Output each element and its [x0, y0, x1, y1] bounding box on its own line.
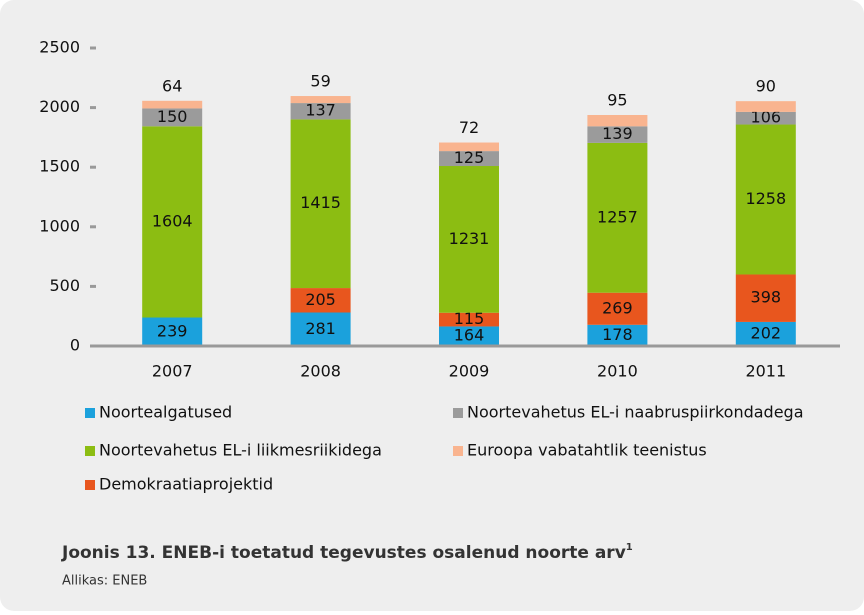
bar-segment — [142, 100, 203, 109]
y-tick-label: 500 — [49, 276, 80, 295]
x-tick-label: 2007 — [152, 362, 193, 381]
bar-segment — [735, 274, 796, 322]
bar-segment — [290, 119, 351, 289]
value-label: 281 — [305, 319, 336, 338]
legend-label: Noortealgatused — [99, 403, 232, 422]
x-tick-label: 2009 — [449, 362, 490, 381]
bar-segment — [587, 126, 648, 143]
value-label: 202 — [751, 323, 782, 342]
value-label: 269 — [602, 298, 633, 317]
bar-segment — [290, 96, 351, 104]
bar-segment — [142, 108, 203, 127]
legend-swatch — [85, 446, 95, 456]
value-label: 95 — [607, 90, 627, 109]
value-label: 205 — [305, 290, 336, 309]
bar-segment — [142, 126, 203, 318]
legend-swatch — [85, 480, 95, 490]
y-tick-label: 0 — [70, 336, 80, 355]
caption-text: Joonis 13. ENEB-i toetatud tegevustes os… — [61, 543, 626, 563]
legend-label: Demokraatiaprojektid — [99, 475, 273, 494]
value-label: 1257 — [597, 207, 638, 226]
value-label: 1231 — [449, 229, 490, 248]
value-label: 1258 — [745, 189, 786, 208]
bar-segment — [290, 288, 351, 313]
legend-swatch — [453, 446, 463, 456]
bar-segment — [439, 326, 499, 346]
caption-note: 1 — [626, 542, 633, 553]
value-label: 178 — [602, 325, 633, 344]
value-label: 239 — [157, 321, 188, 340]
y-tick-label: 2500 — [39, 38, 80, 57]
bar-segment — [587, 142, 648, 293]
caption: Joonis 13. ENEB-i toetatud tegevustes os… — [61, 542, 633, 563]
value-label: 72 — [459, 118, 479, 137]
value-label: 1415 — [300, 193, 341, 212]
bar-segment — [290, 103, 351, 120]
value-label: 106 — [751, 108, 782, 127]
x-tick-label: 2011 — [745, 362, 786, 381]
bar-segment — [142, 317, 203, 346]
bar-segment — [587, 324, 648, 346]
legend-label: Noortevahetus EL-i naabruspiirkondadega — [467, 403, 804, 422]
bar-segment — [439, 151, 499, 167]
value-label: 125 — [454, 148, 485, 167]
value-label: 398 — [751, 288, 782, 307]
legend-label: Noortevahetus EL-i liikmesriikidega — [99, 441, 382, 460]
bar-segment — [587, 292, 648, 325]
bar-segment — [439, 312, 499, 327]
value-label: 115 — [454, 309, 485, 328]
legend-swatch — [85, 408, 95, 418]
bar-segment — [735, 111, 796, 125]
bar-segment — [735, 124, 796, 275]
value-label: 59 — [310, 72, 330, 91]
x-tick-label: 2008 — [300, 362, 341, 381]
y-tick-label: 2000 — [39, 97, 80, 116]
value-label: 137 — [305, 101, 336, 120]
bar-segment — [735, 321, 796, 346]
y-tick-label: 1500 — [39, 157, 80, 176]
value-label: 139 — [602, 124, 633, 143]
bar-segment — [735, 101, 796, 112]
bar-segment — [439, 142, 499, 152]
x-tick-label: 2010 — [597, 362, 638, 381]
value-label: 164 — [454, 326, 485, 345]
source: Allikas: ENEB — [62, 574, 147, 589]
value-label: 64 — [162, 76, 182, 95]
bar-segment — [439, 166, 499, 313]
legend-swatch — [453, 408, 463, 418]
value-label: 150 — [157, 107, 188, 126]
bar-segment — [587, 114, 648, 127]
bar-segment — [290, 312, 351, 346]
value-label: 90 — [756, 77, 776, 96]
value-label: 1604 — [152, 211, 193, 230]
y-tick-label: 1000 — [39, 216, 80, 235]
legend-label: Euroopa vabatahtlik teenistus — [467, 441, 707, 460]
